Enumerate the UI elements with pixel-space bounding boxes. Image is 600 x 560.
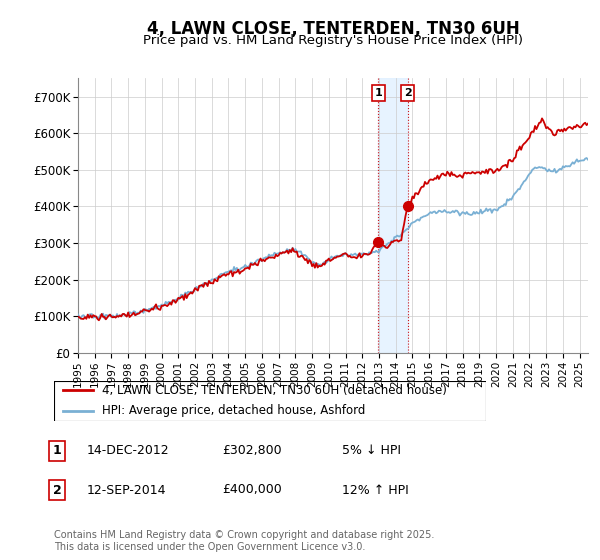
Text: Contains HM Land Registry data © Crown copyright and database right 2025.
This d: Contains HM Land Registry data © Crown c… bbox=[54, 530, 434, 552]
Text: 12-SEP-2014: 12-SEP-2014 bbox=[87, 483, 167, 497]
Text: Price paid vs. HM Land Registry's House Price Index (HPI): Price paid vs. HM Land Registry's House … bbox=[143, 34, 523, 46]
Text: 2: 2 bbox=[53, 483, 61, 497]
Text: 1: 1 bbox=[53, 444, 61, 458]
Text: 1: 1 bbox=[374, 88, 382, 98]
Text: 14-DEC-2012: 14-DEC-2012 bbox=[87, 444, 170, 458]
Text: 2: 2 bbox=[404, 88, 412, 98]
Text: £400,000: £400,000 bbox=[222, 483, 282, 497]
Text: 12% ↑ HPI: 12% ↑ HPI bbox=[342, 483, 409, 497]
Text: 5% ↓ HPI: 5% ↓ HPI bbox=[342, 444, 401, 458]
Text: 4, LAWN CLOSE, TENTERDEN, TN30 6UH: 4, LAWN CLOSE, TENTERDEN, TN30 6UH bbox=[146, 20, 520, 38]
Text: £302,800: £302,800 bbox=[222, 444, 281, 458]
Text: HPI: Average price, detached house, Ashford: HPI: Average price, detached house, Ashf… bbox=[101, 404, 365, 417]
Bar bbox=[379, 78, 407, 353]
Text: 4, LAWN CLOSE, TENTERDEN, TN30 6UH (detached house): 4, LAWN CLOSE, TENTERDEN, TN30 6UH (deta… bbox=[101, 384, 446, 397]
